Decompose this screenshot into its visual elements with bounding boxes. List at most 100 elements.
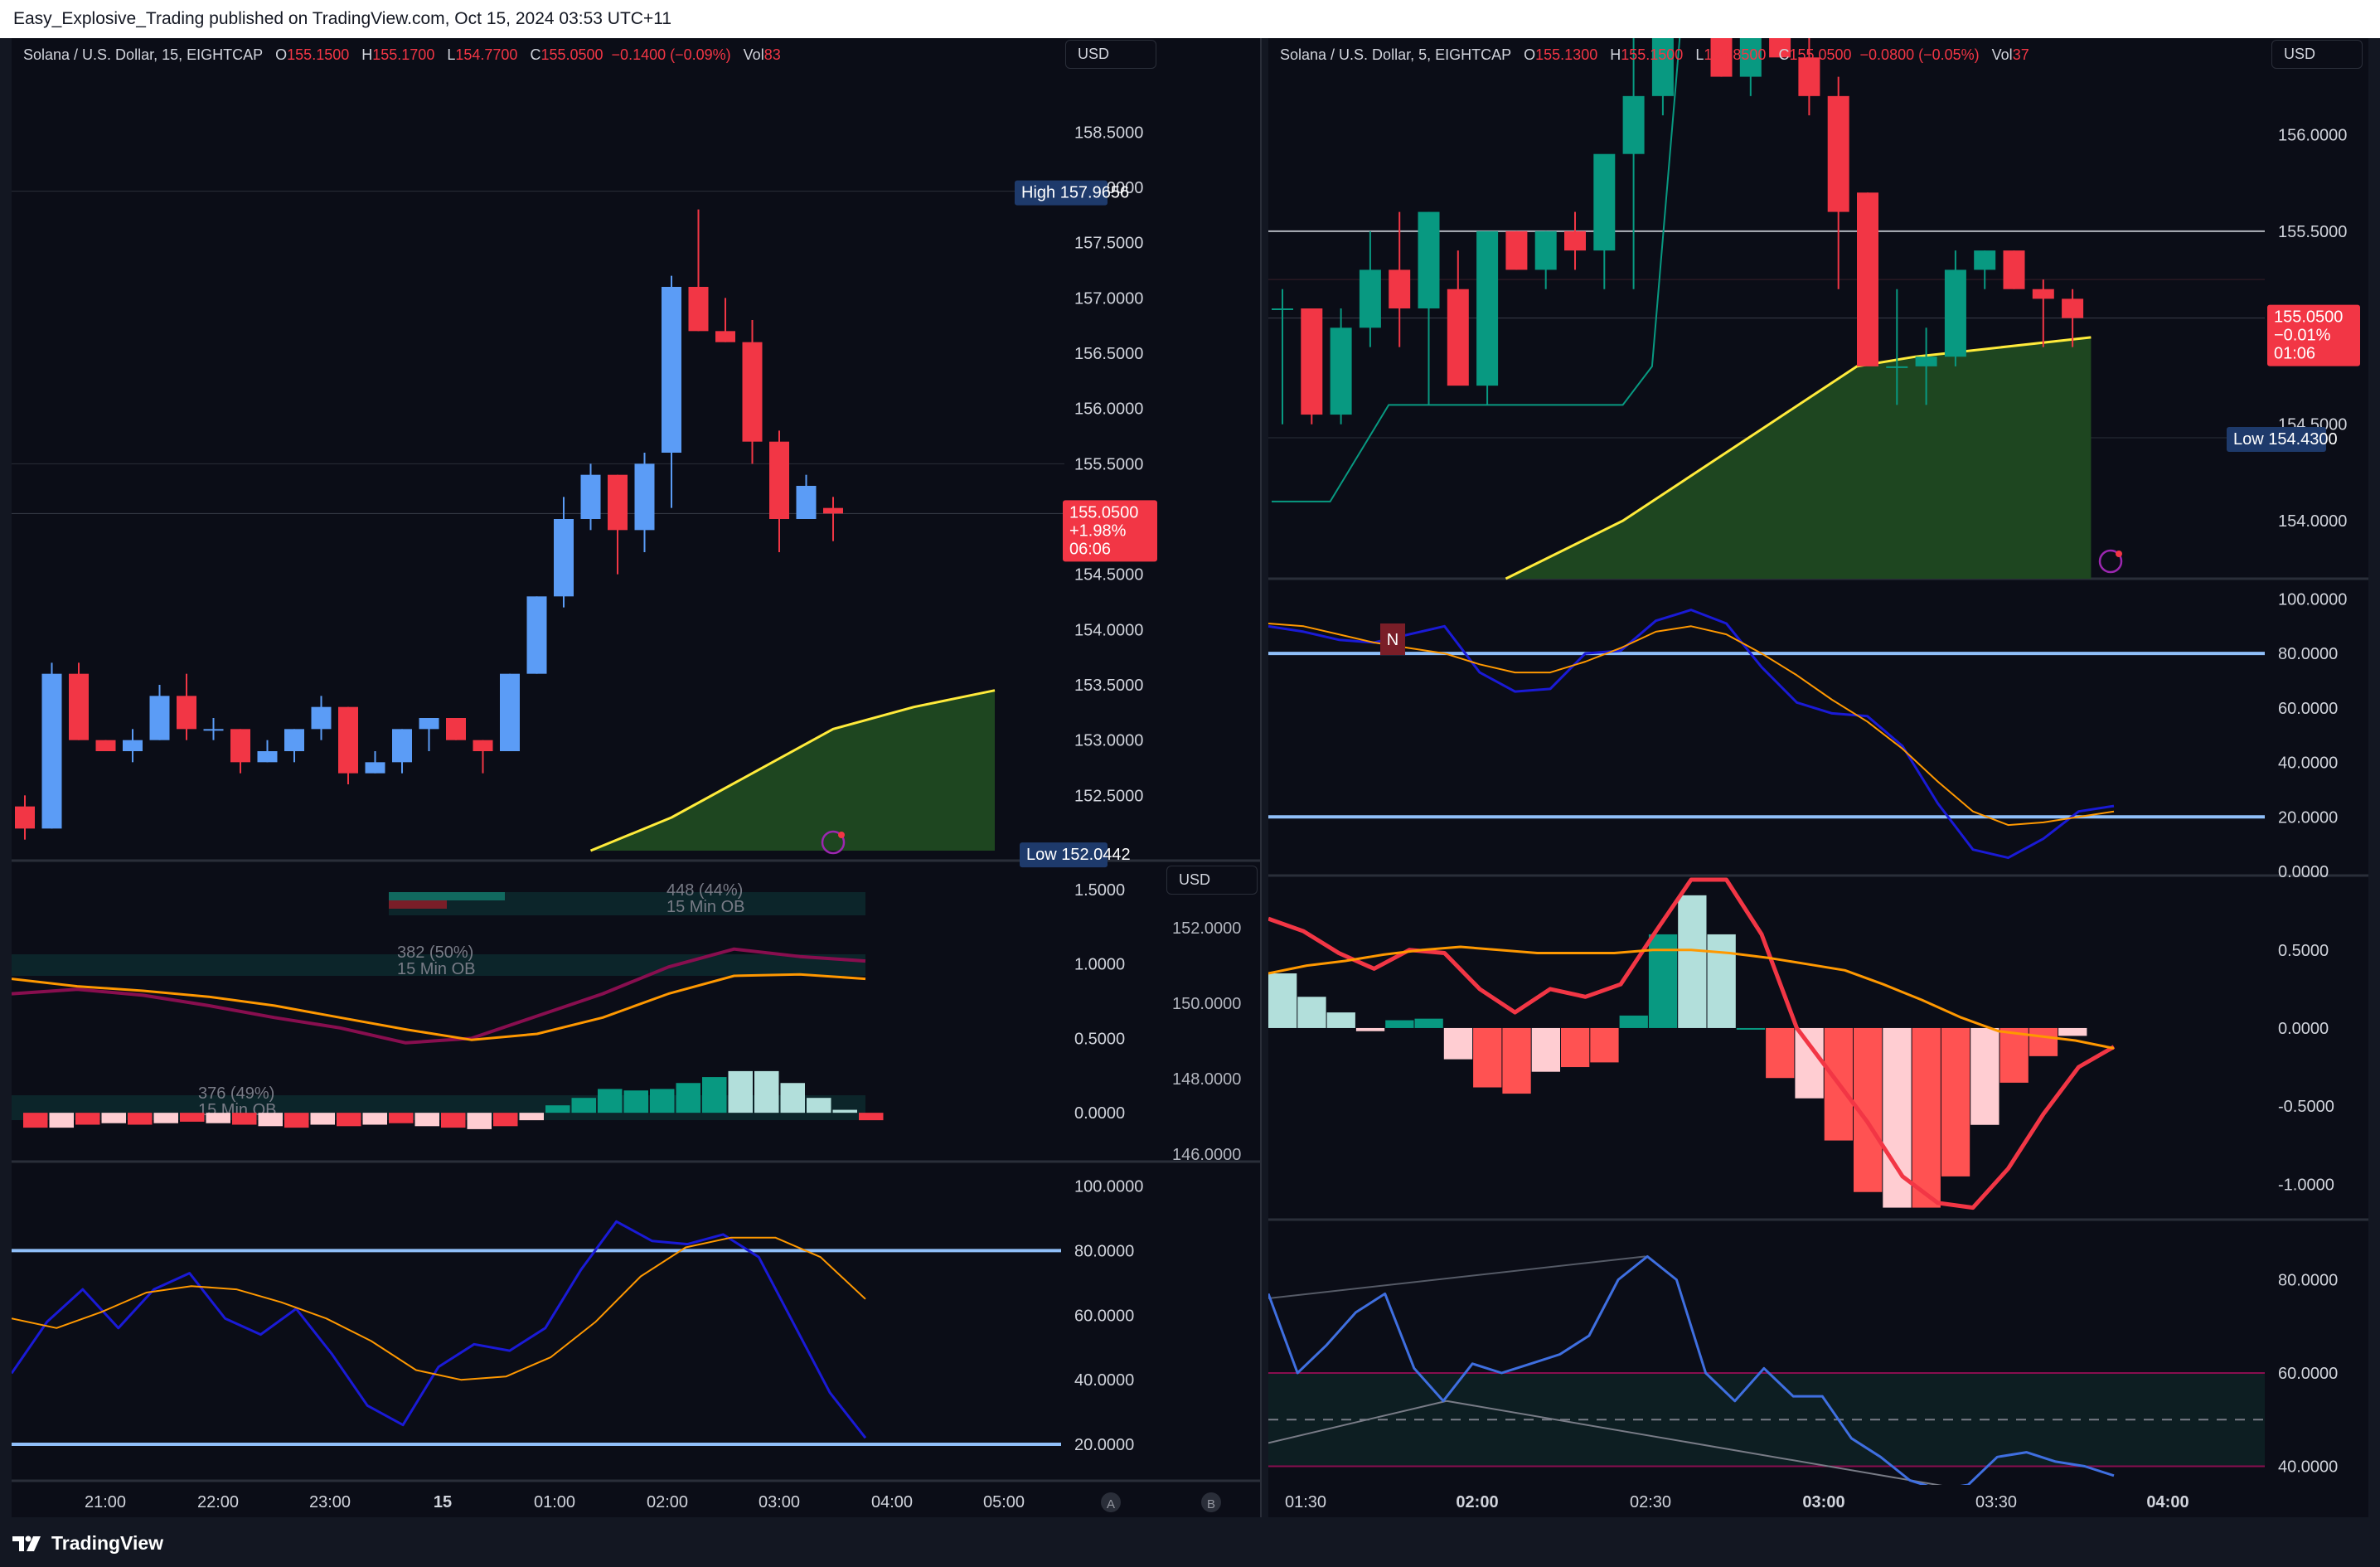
left-price-tick: 158.5000 [1074, 124, 1143, 142]
right-price-badge-bg [2267, 304, 2360, 366]
right-candle [1769, 38, 1791, 58]
left-sub-currency-button[interactable]: USD [1166, 866, 1258, 895]
right-price-axis-bg [2265, 38, 2368, 1517]
right-stoch-d [1268, 623, 2115, 827]
left-low-badge-text: Low 152.0442 [1026, 846, 1131, 864]
left-candle [338, 706, 358, 774]
right-candle [1827, 95, 1849, 212]
left-high-badge-bg [1015, 180, 1108, 206]
left-chart-panel[interactable]: 158.5000 158.0000 157.5000 157.0000 156.5000… [12, 38, 1262, 1517]
footer: TradingView [0, 1522, 2380, 1567]
right-stoch-tick: 60.0000 [2278, 700, 2338, 718]
left-histogram-bar [49, 1113, 74, 1128]
left-candle [688, 287, 709, 332]
right-mom-bar [1297, 997, 1326, 1028]
right-mom-bar [1355, 1027, 1385, 1031]
left-low-badge-bg [1020, 842, 1108, 868]
right-candle [1564, 230, 1586, 251]
tradingview-logo-icon [12, 1535, 41, 1551]
right-mom-bar [1590, 1027, 1619, 1063]
left-histogram-bar [206, 1113, 230, 1123]
right-candle [1534, 230, 1557, 270]
left-magenta-line [12, 947, 866, 1045]
left-price-badge-bg [1063, 500, 1157, 562]
left-alert-dot [838, 832, 845, 838]
right-currency-button[interactable]: USD [2271, 40, 2363, 69]
left-currency-button[interactable]: USD [1065, 40, 1156, 69]
right-low-badge-text: Low 154.4300 [2233, 430, 2338, 449]
right-stoch-k [1268, 609, 2115, 860]
right-rsi-line [1268, 1254, 2115, 1492]
right-mom-red-line [1268, 877, 2116, 1210]
left-ma-fill [590, 690, 995, 851]
left-chart-svg[interactable]: 158.5000158.0000157.5000157.0000156.5000… [12, 38, 1262, 1517]
right-mom-bar [1707, 934, 1736, 1028]
left-candle [554, 519, 574, 597]
right-time-tick: 03:30 [1975, 1493, 2017, 1511]
left-ob-label: 15 Min OB [666, 898, 744, 916]
left-histogram-bar [101, 1113, 126, 1123]
left-histogram-bar [441, 1113, 466, 1128]
right-candle [1944, 269, 1966, 357]
left-vol-label: Vol [743, 46, 764, 63]
left-time-tick: 05:00 [983, 1493, 1025, 1511]
left-price-tick: 154.5000 [1074, 566, 1143, 585]
left-histogram-bar [232, 1113, 257, 1125]
left-stoch-tick: 20.0000 [1074, 1436, 1134, 1454]
left-price-tick: 157.0000 [1074, 289, 1143, 308]
left-marker-label: A [1107, 1497, 1115, 1511]
right-mom-bar [1561, 1027, 1590, 1068]
left-histogram-bar [310, 1113, 335, 1125]
left-candle [419, 718, 439, 730]
left-histogram-bar [650, 1089, 675, 1113]
right-mom-bar [1414, 1018, 1443, 1028]
left-price-tick: 156.0000 [1074, 400, 1143, 419]
right-candle [1418, 211, 1440, 308]
left-ma-line [589, 689, 996, 852]
left-histogram-bar [598, 1089, 623, 1113]
left-candle [177, 696, 196, 730]
left-close: 155.0500 [540, 46, 603, 63]
left-candle [311, 706, 332, 730]
right-rsi-tick: 40.0000 [2278, 1458, 2338, 1477]
left-ob-zone [12, 954, 865, 976]
right-chart-panel[interactable]: 156.0000155.5000155.0000154.5000154.0000… [1268, 38, 2368, 1517]
right-l-label: L [1695, 46, 1704, 63]
right-candle [2062, 298, 2084, 318]
right-mom-bar [1473, 1027, 1502, 1088]
right-div-line-a [1268, 1400, 1447, 1444]
left-candle [123, 740, 143, 751]
right-time-tick: 01:30 [1285, 1493, 1326, 1511]
left-histogram-bar [23, 1113, 48, 1128]
right-rsi-tick: 60.0000 [2278, 1365, 2338, 1383]
right-alert-icon [2098, 549, 2123, 574]
left-histogram-bar [571, 1098, 596, 1113]
right-trail-line [1272, 38, 1681, 502]
right-mom-tick: 0.0000 [2278, 1020, 2329, 1038]
left-legend: Solana / U.S. Dollar, 15, EIGHTCAP O155.… [23, 46, 781, 64]
left-candle [203, 729, 224, 731]
right-ma-fill [1505, 337, 2092, 579]
left-candle [230, 729, 250, 763]
left-histogram-bar [258, 1113, 283, 1127]
right-mom-bar [1326, 1012, 1355, 1028]
left-l-label: L [447, 46, 456, 63]
right-stoch-tick: 80.0000 [2278, 645, 2338, 663]
right-stoch-tick: 20.0000 [2278, 808, 2338, 827]
left-candle [41, 673, 62, 829]
right-mom-bar [2058, 1027, 2087, 1036]
left-candle [715, 331, 735, 342]
right-chart-svg[interactable]: 156.0000155.5000155.0000154.5000154.0000… [1268, 38, 2368, 1517]
right-candle [1710, 38, 1733, 77]
right-candle [1651, 38, 1674, 96]
left-histogram-bar [728, 1070, 753, 1113]
right-time-tick: 03:00 [1802, 1493, 1844, 1511]
left-price-tick: 157.5000 [1074, 235, 1143, 253]
right-price-badge-text: 155.0500 [2274, 308, 2343, 327]
right-mom-bar [1502, 1027, 1531, 1094]
right-price-tick: 154.0000 [2278, 512, 2347, 531]
left-candle [608, 474, 628, 531]
right-candle [1622, 95, 1645, 154]
brand-name: TradingView [51, 1532, 164, 1554]
tradingview-logo[interactable]: TradingView [12, 1532, 163, 1555]
